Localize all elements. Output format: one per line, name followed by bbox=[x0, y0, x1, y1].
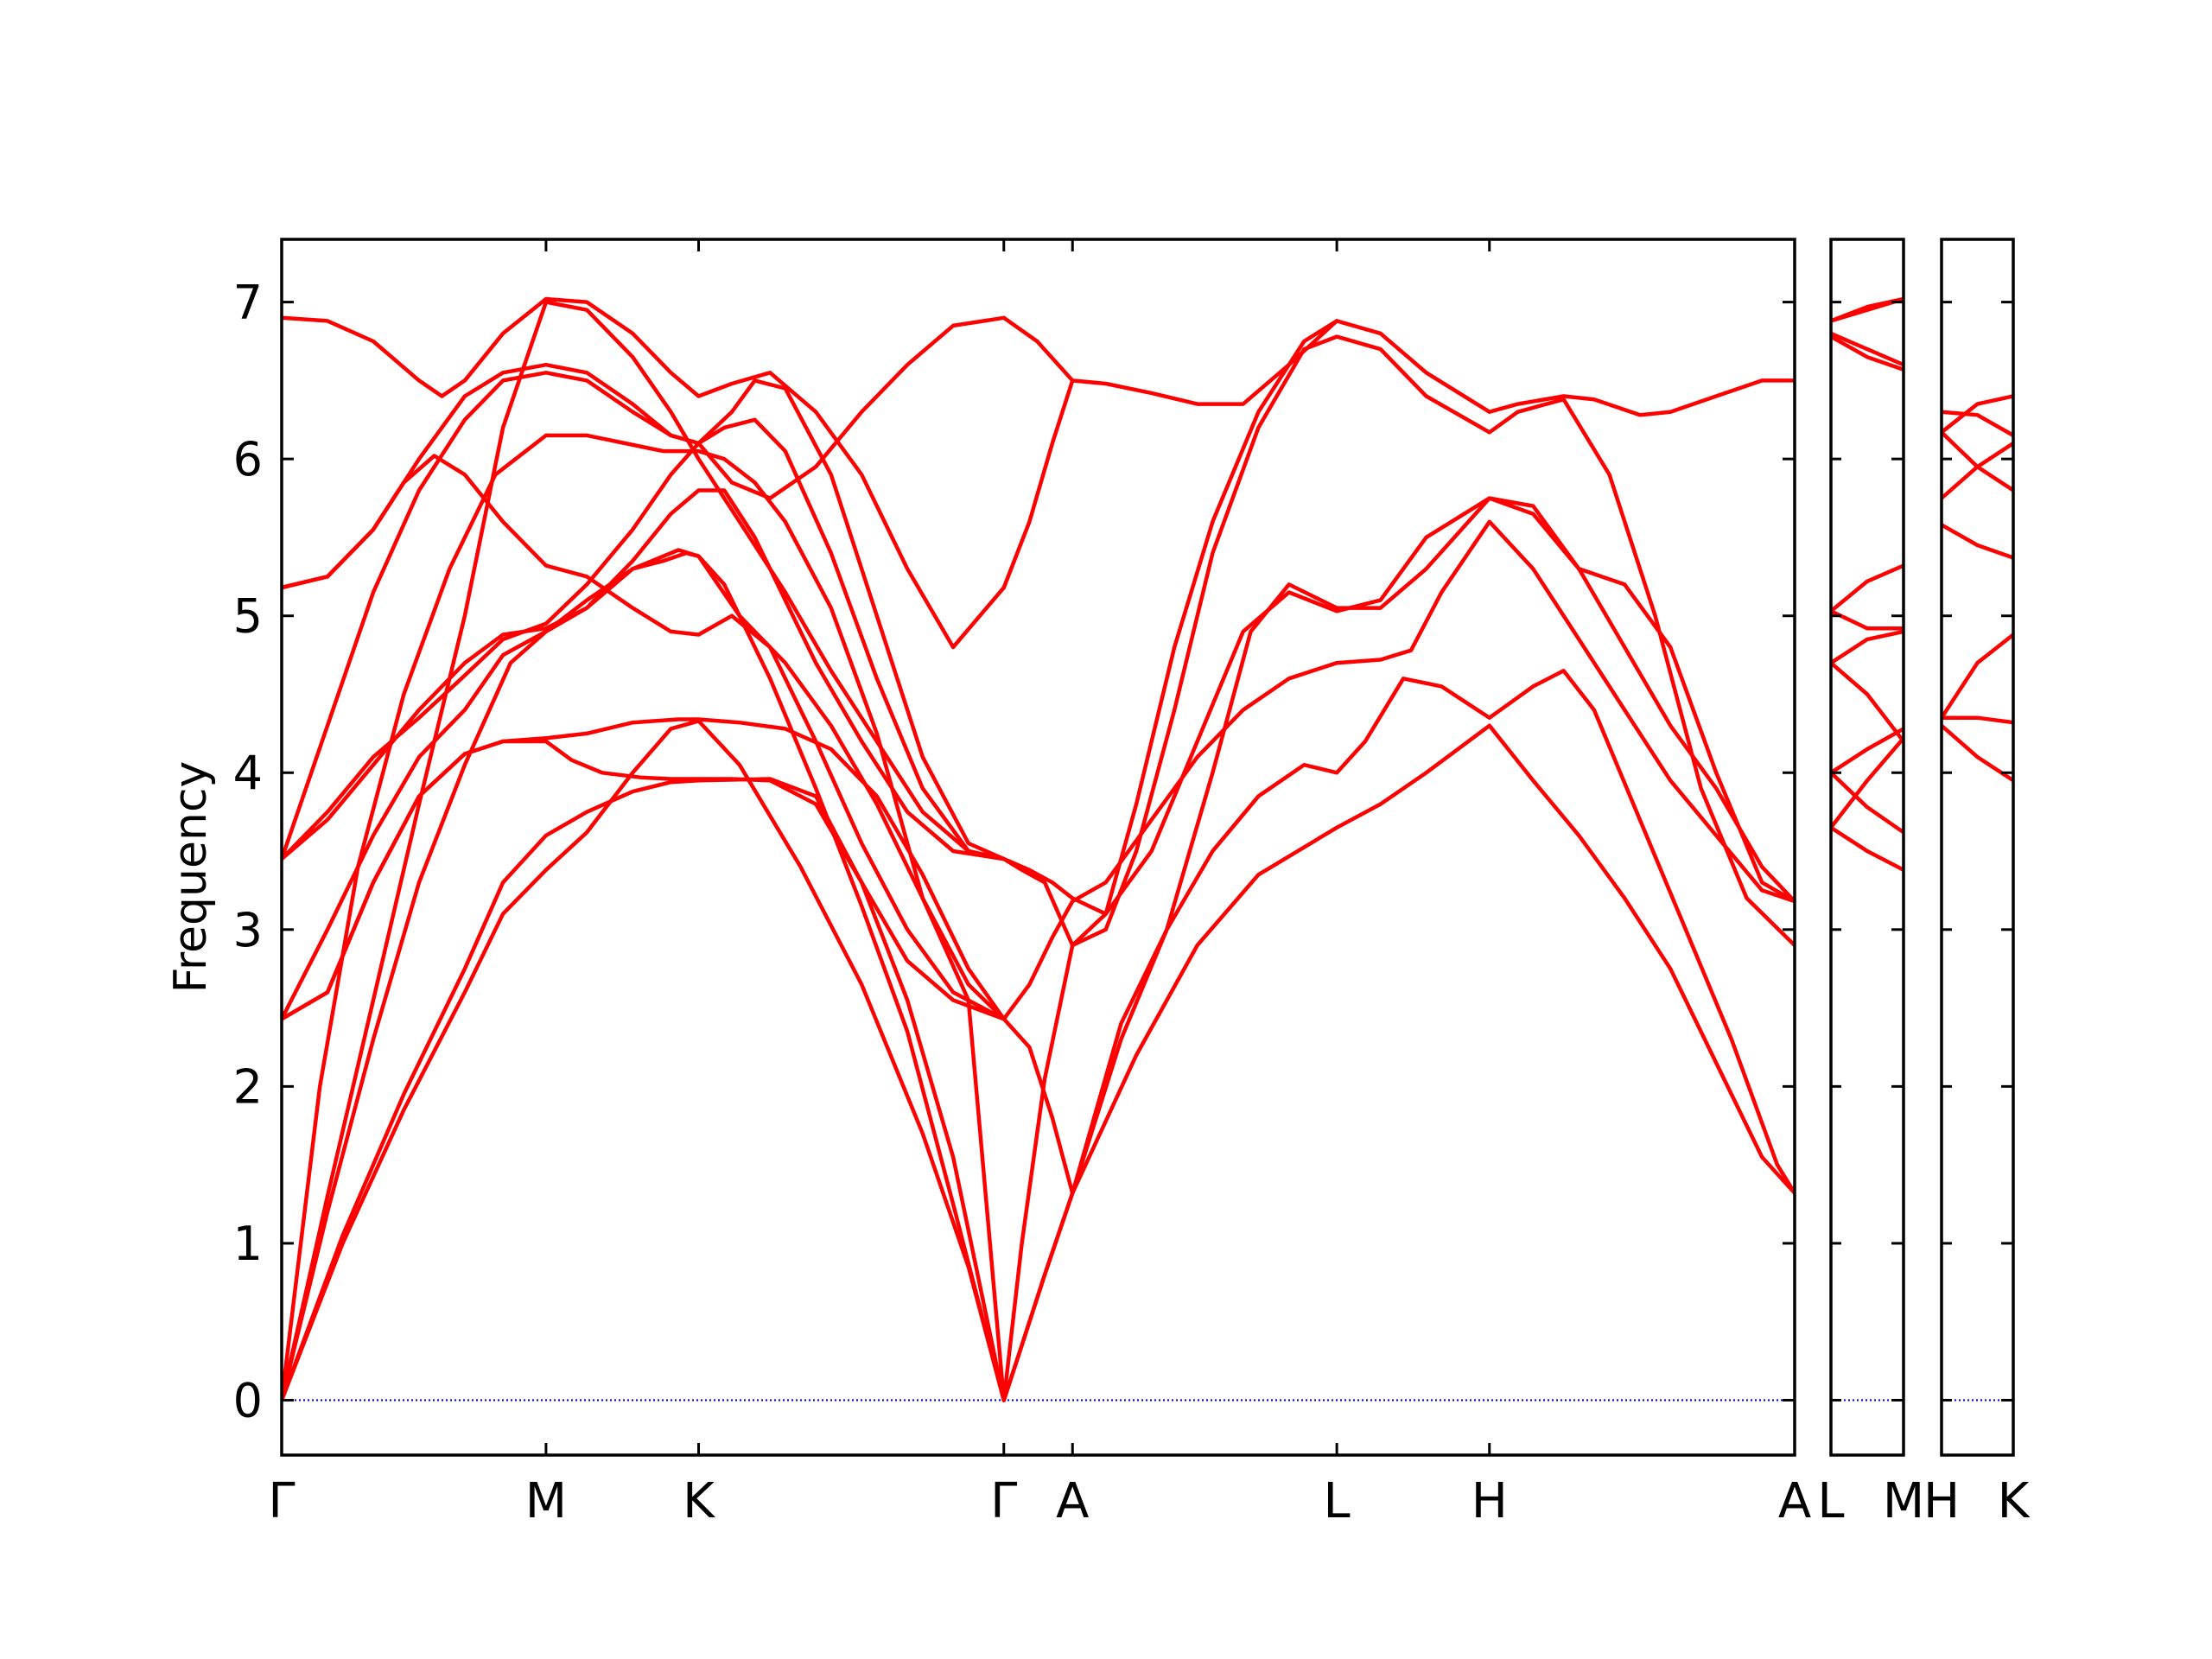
bands-main bbox=[282, 296, 1795, 1402]
bands-LM bbox=[1831, 296, 1904, 873]
y-tick-label: 0 bbox=[233, 1373, 263, 1427]
band-main-15 bbox=[1001, 669, 1795, 1402]
kpoint-label-a: A bbox=[1778, 1473, 1811, 1529]
kpoint-label-k: K bbox=[1998, 1473, 2031, 1529]
kpoint-label-k: K bbox=[683, 1473, 715, 1529]
band-HK-0 bbox=[1942, 410, 2013, 438]
band-main-17 bbox=[1001, 496, 1795, 1196]
y-tick-label: 1 bbox=[233, 1217, 263, 1271]
band-main-21 bbox=[1001, 319, 1339, 590]
band-LM-8 bbox=[1831, 727, 1904, 775]
band-LM-2 bbox=[1831, 331, 1904, 367]
y-tick-label: 5 bbox=[233, 589, 263, 644]
band-main-11 bbox=[282, 315, 1007, 590]
band-LM-6 bbox=[1831, 629, 1904, 665]
band-main-20 bbox=[1001, 319, 1795, 1402]
band-HK-5 bbox=[1942, 632, 2013, 720]
frame-HK bbox=[1940, 238, 2015, 1457]
y-tick-label: 7 bbox=[233, 276, 263, 330]
kpoint-label-a: A bbox=[1056, 1473, 1089, 1529]
band-LM-3 bbox=[1831, 334, 1904, 372]
kpoint-label-m: M bbox=[1883, 1473, 1924, 1529]
band-LM-5 bbox=[1831, 609, 1904, 631]
frame-LM bbox=[1829, 238, 1905, 1457]
band-main-2 bbox=[282, 550, 1007, 1402]
band-main-19 bbox=[1001, 334, 1795, 948]
band-HK-1 bbox=[1942, 394, 2013, 435]
bands-HK bbox=[1942, 394, 2013, 783]
band-HK-4 bbox=[1942, 523, 2013, 560]
kpoint-label-gamma: Γ bbox=[268, 1473, 295, 1529]
band-main-1 bbox=[282, 777, 1007, 1402]
band-HK-2 bbox=[1942, 430, 2013, 493]
band-main-7 bbox=[282, 488, 1007, 861]
band-main-18 bbox=[1001, 496, 1795, 916]
band-main-14 bbox=[1001, 723, 1795, 1402]
band-main-3 bbox=[282, 433, 1007, 1402]
y-tick-label: 6 bbox=[233, 432, 263, 486]
kpoint-label-l: L bbox=[1817, 1473, 1844, 1529]
band-LM-10 bbox=[1831, 736, 1904, 830]
kpoint-label-gamma: Γ bbox=[990, 1473, 1017, 1529]
kpoint-label-h: H bbox=[1923, 1473, 1960, 1529]
kpoint-label-h: H bbox=[1471, 1473, 1508, 1529]
kpoint-label-m: M bbox=[525, 1473, 567, 1529]
y-tick-label: 2 bbox=[233, 1059, 263, 1114]
frame-main bbox=[280, 238, 1796, 1457]
band-main-16 bbox=[1001, 519, 1795, 1021]
band-LM-4 bbox=[1831, 563, 1904, 613]
band-LM-9 bbox=[1831, 771, 1904, 835]
band-main-0 bbox=[282, 719, 1007, 1402]
band-HK-3 bbox=[1942, 441, 2013, 500]
band-LM-11 bbox=[1831, 825, 1904, 873]
band-LM-7 bbox=[1831, 660, 1904, 744]
y-tick-label: 4 bbox=[233, 746, 263, 800]
band-main-12 bbox=[282, 296, 1007, 650]
band-main-8 bbox=[282, 417, 1007, 861]
band-main-22 bbox=[1001, 315, 1075, 383]
y-axis-title: Frequency bbox=[165, 761, 217, 994]
band-HK-6 bbox=[1942, 715, 2013, 725]
kpoint-label-l: L bbox=[1324, 1473, 1351, 1529]
y-tick-label: 3 bbox=[233, 903, 263, 957]
band-main-13 bbox=[282, 300, 1007, 1402]
band-main-6 bbox=[282, 548, 1007, 1021]
